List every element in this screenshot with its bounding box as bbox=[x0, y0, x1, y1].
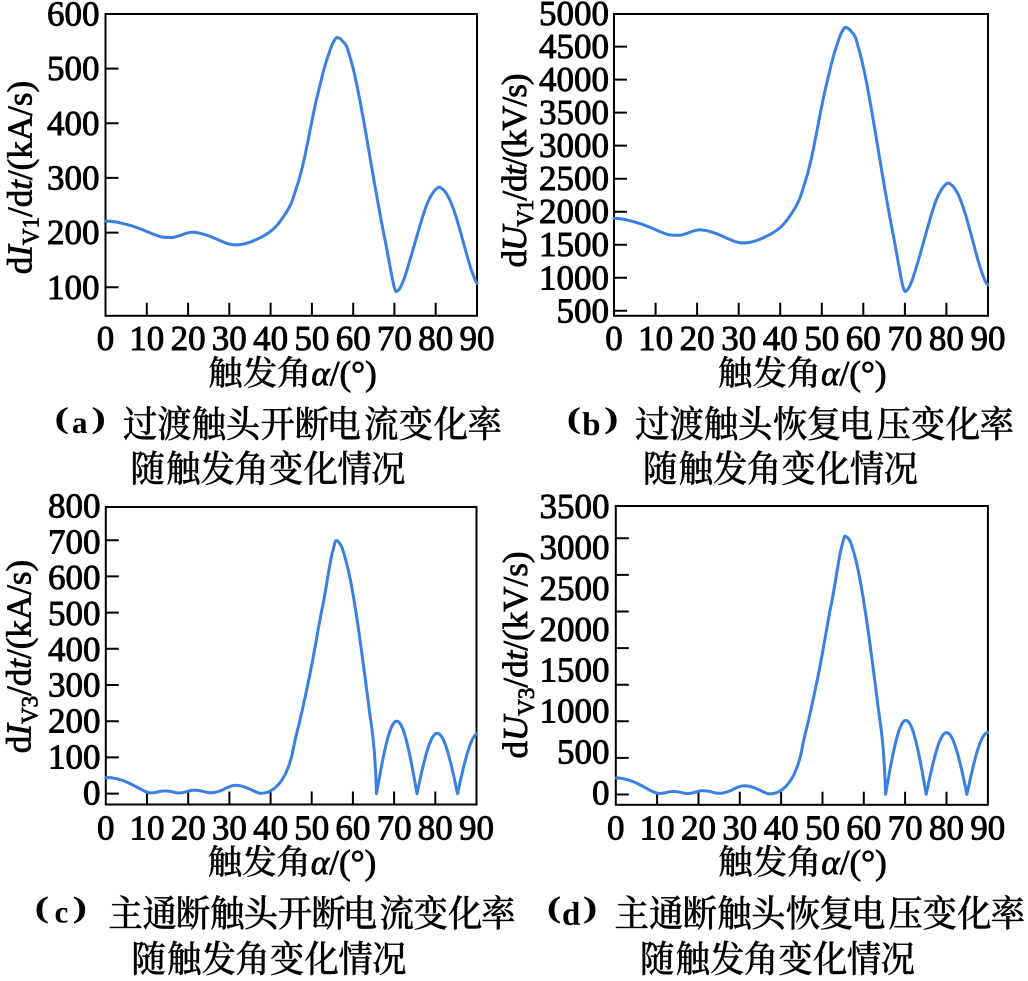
svg-text:10: 10 bbox=[638, 319, 673, 358]
svg-text:700: 700 bbox=[48, 522, 101, 561]
svg-text:60: 60 bbox=[846, 319, 881, 358]
svg-text:α/(°): α/(°) bbox=[311, 843, 376, 882]
svg-text:50: 50 bbox=[294, 319, 329, 358]
svg-text:70: 70 bbox=[377, 319, 412, 358]
svg-text:50: 50 bbox=[804, 319, 839, 358]
svg-text:1000: 1000 bbox=[540, 692, 610, 731]
svg-text:70: 70 bbox=[888, 809, 923, 848]
svg-text:20: 20 bbox=[681, 809, 716, 848]
svg-text:40: 40 bbox=[253, 809, 288, 848]
svg-text:30: 30 bbox=[212, 809, 247, 848]
svg-text:400: 400 bbox=[47, 104, 100, 143]
svg-text:dIV1/dt/(kA/s): dIV1/dt/(kA/s) bbox=[0, 81, 43, 274]
svg-text:60: 60 bbox=[335, 809, 370, 848]
svg-text:30: 30 bbox=[721, 319, 756, 358]
svg-text:90: 90 bbox=[460, 319, 495, 358]
svg-text:40: 40 bbox=[764, 809, 799, 848]
svg-text:4000: 4000 bbox=[539, 60, 609, 99]
svg-text:500: 500 bbox=[47, 49, 100, 88]
svg-text:0: 0 bbox=[83, 773, 101, 812]
svg-text:1500: 1500 bbox=[540, 651, 610, 690]
svg-text:2000: 2000 bbox=[539, 192, 609, 231]
svg-text:30: 30 bbox=[722, 809, 757, 848]
svg-text:400: 400 bbox=[48, 630, 101, 669]
svg-text:50: 50 bbox=[805, 809, 840, 848]
svg-text:50: 50 bbox=[294, 809, 329, 848]
svg-text:80: 80 bbox=[418, 809, 453, 848]
svg-text:800: 800 bbox=[48, 486, 101, 525]
svg-text:20: 20 bbox=[680, 319, 715, 358]
svg-text:70: 70 bbox=[887, 319, 922, 358]
svg-text:α/(°): α/(°) bbox=[821, 843, 886, 882]
svg-text:90: 90 bbox=[459, 809, 494, 848]
svg-text:dUV3/dt/(kV/s): dUV3/dt/(kV/s) bbox=[496, 551, 539, 758]
svg-text:20: 20 bbox=[171, 809, 206, 848]
svg-text:600: 600 bbox=[47, 0, 100, 34]
svg-text:5000: 5000 bbox=[539, 0, 609, 33]
svg-text:100: 100 bbox=[47, 268, 100, 307]
svg-text:0: 0 bbox=[97, 809, 115, 848]
svg-text:α/(°): α/(°) bbox=[311, 354, 376, 393]
svg-text:0: 0 bbox=[607, 809, 625, 848]
svg-text:80: 80 bbox=[929, 319, 964, 358]
svg-text:2500: 2500 bbox=[539, 159, 609, 198]
svg-text:100: 100 bbox=[48, 737, 101, 776]
svg-text:dUV1/dt/(kV/s): dUV1/dt/(kV/s) bbox=[495, 74, 538, 267]
svg-text:2000: 2000 bbox=[540, 610, 610, 649]
svg-text:10: 10 bbox=[640, 809, 675, 848]
svg-text:1000: 1000 bbox=[539, 258, 609, 297]
svg-text:60: 60 bbox=[846, 809, 881, 848]
svg-text:500: 500 bbox=[48, 594, 101, 633]
svg-text:300: 300 bbox=[48, 666, 101, 705]
svg-text:3000: 3000 bbox=[539, 126, 609, 165]
svg-text:40: 40 bbox=[763, 319, 798, 358]
svg-text:20: 20 bbox=[171, 319, 206, 358]
svg-text:40: 40 bbox=[253, 319, 288, 358]
svg-text:30: 30 bbox=[212, 319, 247, 358]
svg-text:3500: 3500 bbox=[539, 93, 609, 132]
svg-text:1500: 1500 bbox=[539, 225, 609, 264]
svg-text:0: 0 bbox=[97, 319, 115, 358]
svg-text:3500: 3500 bbox=[540, 487, 610, 526]
svg-text:200: 200 bbox=[48, 702, 101, 741]
svg-text:60: 60 bbox=[336, 319, 371, 358]
svg-text:α/(°): α/(°) bbox=[821, 354, 886, 393]
svg-text:4500: 4500 bbox=[539, 27, 609, 66]
svg-text:90: 90 bbox=[971, 319, 1006, 358]
svg-text:500: 500 bbox=[557, 291, 610, 330]
svg-text:200: 200 bbox=[47, 213, 100, 252]
svg-text:2500: 2500 bbox=[540, 569, 610, 608]
svg-text:90: 90 bbox=[970, 809, 1005, 848]
svg-text:3000: 3000 bbox=[540, 528, 610, 567]
svg-text:10: 10 bbox=[130, 809, 165, 848]
svg-text:300: 300 bbox=[47, 159, 100, 198]
svg-text:10: 10 bbox=[129, 319, 164, 358]
svg-text:0: 0 bbox=[605, 319, 623, 358]
svg-text:600: 600 bbox=[48, 558, 101, 597]
svg-text:70: 70 bbox=[377, 809, 412, 848]
svg-text:80: 80 bbox=[418, 319, 453, 358]
svg-text:dIV3/dt/(kA/s): dIV3/dt/(kA/s) bbox=[0, 560, 43, 753]
svg-text:80: 80 bbox=[929, 809, 964, 848]
svg-text:500: 500 bbox=[557, 733, 610, 772]
svg-text:0: 0 bbox=[592, 774, 610, 813]
